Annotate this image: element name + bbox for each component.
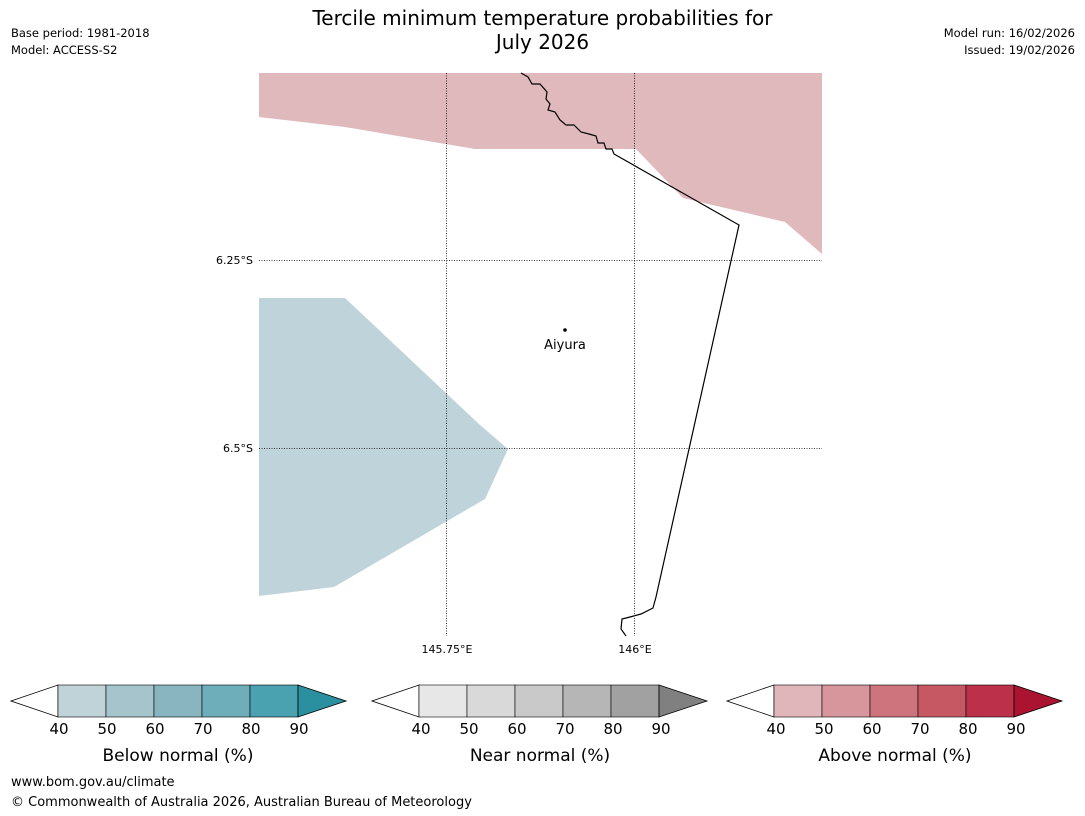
cbar-above-under-triangle <box>726 684 775 718</box>
near-normal-label: Near normal (%) <box>469 746 611 766</box>
model-name: Model: ACCESS-S2 <box>11 43 118 57</box>
below-normal-colorbar <box>10 684 348 718</box>
cbar-below-segment <box>105 684 155 718</box>
cbar-near-tick: 90 <box>651 720 671 738</box>
aiyura-marker <box>563 328 567 332</box>
page-title: Tercile minimum temperature probabilitie… <box>0 6 1085 54</box>
aiyura-label: Aiyura <box>544 338 586 353</box>
cbar-near-segment <box>514 684 564 718</box>
cbar-above-segment <box>821 684 871 718</box>
cbar-below-under-triangle <box>10 684 59 718</box>
cbar-above-segment <box>869 684 919 718</box>
issued-date: Issued: 19/02/2026 <box>964 43 1075 57</box>
cbar-below-tick: 70 <box>193 720 213 738</box>
cbar-below-segment <box>153 684 203 718</box>
above-normal-region <box>259 73 822 254</box>
below-normal-label: Below normal (%) <box>102 746 254 766</box>
copyright-text: © Commonwealth of Australia 2026, Austra… <box>11 795 472 810</box>
base-period: Base period: 1981-2018 <box>11 26 150 40</box>
cbar-near-segment <box>418 684 468 718</box>
cbar-near-tick: 80 <box>603 720 623 738</box>
cbar-above-tick: 70 <box>910 720 930 738</box>
title-line-2: July 2026 <box>495 30 590 54</box>
cbar-above-tick: 90 <box>1006 720 1026 738</box>
tercile-map <box>259 72 822 637</box>
cbar-near-over-triangle <box>658 684 709 718</box>
cbar-below-tick: 50 <box>97 720 117 738</box>
cbar-below-segment <box>249 684 299 718</box>
cbar-above-tick: 40 <box>766 720 786 738</box>
cbar-above-segment <box>773 684 823 718</box>
cbar-near-segment <box>466 684 516 718</box>
lon-label-146: 146°E <box>618 643 652 656</box>
cbar-near-tick: 70 <box>555 720 575 738</box>
map-area <box>259 72 822 637</box>
cbar-above-over-triangle <box>1013 684 1064 718</box>
cbar-below-segment <box>201 684 251 718</box>
cbar-above-tick: 80 <box>958 720 978 738</box>
cbar-near-tick: 40 <box>411 720 431 738</box>
lon-label-145-75: 145.75°E <box>421 643 473 656</box>
near-normal-colorbar <box>371 684 709 718</box>
cbar-near-under-triangle <box>371 684 420 718</box>
cbar-above-tick: 50 <box>814 720 834 738</box>
cbar-near-segment <box>610 684 660 718</box>
cbar-below-tick: 60 <box>145 720 165 738</box>
cbar-below-tick: 90 <box>289 720 309 738</box>
lat-label-6-25: 6.25°S <box>216 254 253 267</box>
above-normal-label: Above normal (%) <box>818 746 972 766</box>
cbar-below-over-triangle <box>297 684 348 718</box>
cbar-near-tick: 60 <box>507 720 527 738</box>
cbar-above-tick: 60 <box>862 720 882 738</box>
cbar-below-tick: 40 <box>49 720 69 738</box>
cbar-near-segment <box>562 684 612 718</box>
bom-url[interactable]: www.bom.gov.au/climate <box>11 775 175 790</box>
below-normal-region <box>259 298 508 596</box>
above-normal-colorbar <box>726 684 1064 718</box>
cbar-above-segment <box>917 684 967 718</box>
cbar-below-segment <box>57 684 107 718</box>
cbar-near-tick: 50 <box>459 720 479 738</box>
model-run: Model run: 16/02/2026 <box>943 26 1075 40</box>
lat-label-6-5: 6.5°S <box>223 442 253 455</box>
title-line-1: Tercile minimum temperature probabilitie… <box>312 6 773 30</box>
cbar-below-tick: 80 <box>241 720 261 738</box>
province-boundary-line <box>520 72 740 637</box>
cbar-above-segment <box>965 684 1015 718</box>
